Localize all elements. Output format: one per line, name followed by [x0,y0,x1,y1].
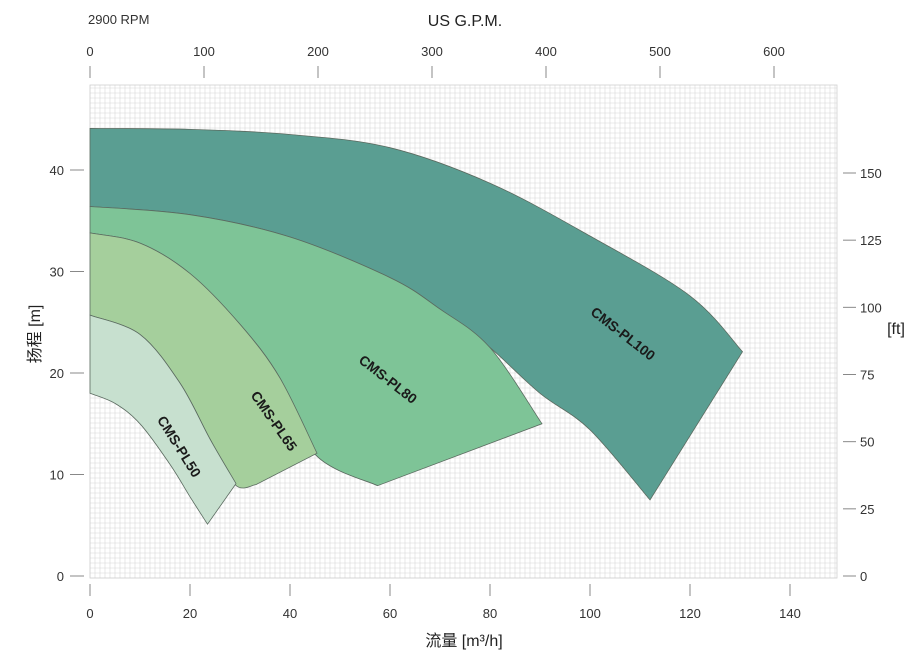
y-tick-label: 0 [57,569,64,584]
right-tick-label: 75 [860,368,874,383]
top-tick-label: 600 [763,44,785,59]
top-axis-title: US G.P.M. [428,13,502,30]
y-tick-label: 10 [50,468,64,483]
y-axis-title: 扬程 [m] [26,305,44,364]
x-tick-label: 0 [86,606,93,621]
top-tick-label: 200 [307,44,329,59]
y-tick-label: 20 [50,366,64,381]
curve-areas [89,127,744,525]
top-tick-label: 400 [535,44,557,59]
x-tick-label: 40 [283,606,297,621]
right-tick-label: 125 [860,233,882,248]
y-tick-label: 40 [50,163,64,178]
right-tick-label: 25 [860,502,874,517]
x-tick-label: 140 [779,606,801,621]
right-tick-label: 0 [860,569,867,584]
top-tick-label: 500 [649,44,671,59]
top-tick-label: 100 [193,44,215,59]
right-tick-label: 50 [860,435,874,450]
x-tick-label: 120 [679,606,701,621]
x-tick-label: 100 [579,606,601,621]
x-axis-title: 流量 [m³/h] [425,632,502,650]
right-axis-title: [ft] [887,321,905,338]
y-tick-label: 30 [50,265,64,280]
rpm-label: 2900 RPM [88,12,149,27]
x-tick-label: 60 [383,606,397,621]
right-tick-label: 100 [860,300,882,315]
top-tick-label: 0 [86,44,93,59]
area-cms-pl50 [89,314,237,525]
top-tick-label: 300 [421,44,443,59]
x-tick-label: 80 [483,606,497,621]
right-tick-label: 150 [860,166,882,181]
x-tick-label: 20 [183,606,197,621]
